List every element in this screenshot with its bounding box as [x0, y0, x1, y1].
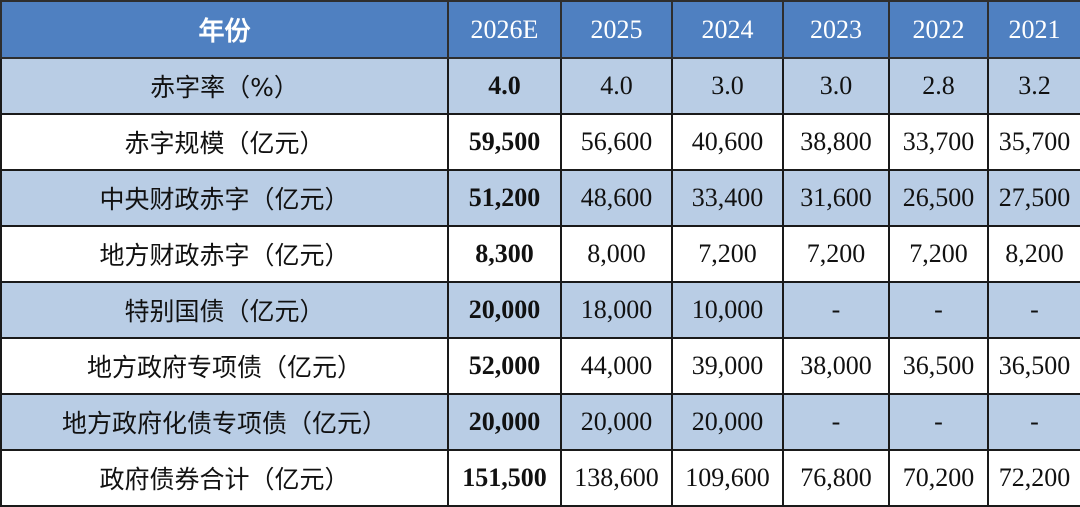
table-cell: 20,000 — [671, 393, 784, 451]
table-cell: 3.2 — [987, 57, 1080, 115]
table-cell: 39,000 — [671, 337, 784, 395]
table-cell: 7,200 — [888, 225, 989, 283]
table-cell: 8,200 — [987, 225, 1080, 283]
table-cell: 20,000 — [447, 393, 562, 451]
header-year: 2026E — [447, 0, 562, 59]
table-cell: 44,000 — [560, 337, 673, 395]
table-cell: 3.0 — [782, 57, 890, 115]
row-label: 中央财政赤字（亿元） — [0, 169, 449, 227]
table-cell: - — [888, 393, 989, 451]
table-cell: 8,000 — [560, 225, 673, 283]
table-cell: - — [782, 393, 890, 451]
table-cell: 38,800 — [782, 113, 890, 171]
table-cell: 52,000 — [447, 337, 562, 395]
table-cell: 27,500 — [987, 169, 1080, 227]
row-label: 地方财政赤字（亿元） — [0, 225, 449, 283]
table-cell: 109,600 — [671, 449, 784, 507]
table-cell: 7,200 — [782, 225, 890, 283]
table-cell: 36,500 — [888, 337, 989, 395]
table-row: 地方政府专项债（亿元） 52,000 44,000 39,000 38,000 36,50… — [0, 337, 1080, 395]
table-row: 中央财政赤字（亿元） 51,200 48,600 33,400 31,600 26,500… — [0, 169, 1080, 227]
table-cell: 20,000 — [560, 393, 673, 451]
table-cell: 40,600 — [671, 113, 784, 171]
row-label: 地方政府化债专项债（亿元） — [0, 393, 449, 451]
row-label: 政府债券合计（亿元） — [0, 449, 449, 507]
header-year: 2024 — [671, 0, 784, 59]
row-label: 赤字率（%） — [0, 57, 449, 115]
header-year: 2021 — [987, 0, 1080, 59]
row-label: 特别国债（亿元） — [0, 281, 449, 339]
table-cell: 20,000 — [447, 281, 562, 339]
table-row: 赤字规模（亿元） 59,500 56,600 40,600 38,800 33,700 35… — [0, 113, 1080, 171]
table-cell: 4.0 — [560, 57, 673, 115]
row-label: 赤字规模（亿元） — [0, 113, 449, 171]
table-cell: - — [888, 281, 989, 339]
table-cell: 8,300 — [447, 225, 562, 283]
table-row: 地方政府化债专项债（亿元） 20,000 20,000 20,000- - - — [0, 393, 1080, 451]
header-row: 年份 2026E 2025 2024 2023 2022 2021 — [0, 0, 1080, 59]
table-cell: 26,500 — [888, 169, 989, 227]
table-cell: 138,600 — [560, 449, 673, 507]
table-cell: 36,500 — [987, 337, 1080, 395]
table-row: 政府债券合计（亿元） 151,500 138,600 109,600 76,800 70,… — [0, 449, 1080, 507]
table-cell: 33,400 — [671, 169, 784, 227]
header-year-label: 年份 — [0, 0, 449, 59]
table-cell: 76,800 — [782, 449, 890, 507]
header-year: 2023 — [782, 0, 890, 59]
table-cell: 56,600 — [560, 113, 673, 171]
table-cell: 18,000 — [560, 281, 673, 339]
table-cell: 51,200 — [447, 169, 562, 227]
table-cell: 151,500 — [447, 449, 562, 507]
table-row: 特别国债（亿元） 20,000 18,000 10,000- - - — [0, 281, 1080, 339]
table-cell: 33,700 — [888, 113, 989, 171]
table-cell: 31,600 — [782, 169, 890, 227]
table-cell: 4.0 — [447, 57, 562, 115]
table-cell: - — [987, 393, 1080, 451]
table-cell: 72,200 — [987, 449, 1080, 507]
table-cell: - — [987, 281, 1080, 339]
table-cell: - — [782, 281, 890, 339]
table-cell: 3.0 — [671, 57, 784, 115]
table-cell: 48,600 — [560, 169, 673, 227]
table-cell: 2.8 — [888, 57, 989, 115]
table-cell: 59,500 — [447, 113, 562, 171]
table-body: 赤字率（%） 4.0 4.0 3.0 3.0 2.8 3.2 赤字规模（亿元） 59,500 56… — [0, 57, 1080, 507]
table-cell: 35,700 — [987, 113, 1080, 171]
header-year: 2022 — [888, 0, 989, 59]
table-cell: 7,200 — [671, 225, 784, 283]
table-row: 地方财政赤字（亿元） 8,300 8,000 7,200 7,200 7,200 8,200 — [0, 225, 1080, 283]
table-cell: 38,000 — [782, 337, 890, 395]
row-label: 地方政府专项债（亿元） — [0, 337, 449, 395]
table-cell: 70,200 — [888, 449, 989, 507]
table-cell: 10,000 — [671, 281, 784, 339]
header-year: 2025 — [560, 0, 673, 59]
table-row: 赤字率（%） 4.0 4.0 3.0 3.0 2.8 3.2 — [0, 57, 1080, 115]
